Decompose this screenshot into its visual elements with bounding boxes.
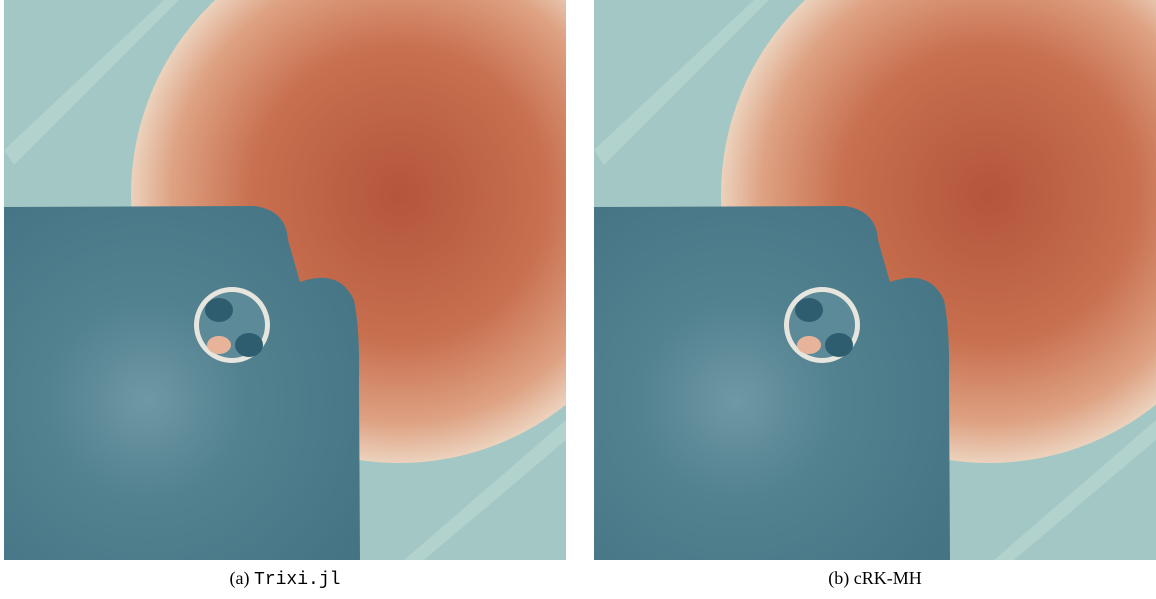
caption-text: Trixi.jl: [254, 570, 340, 590]
caption-text: cRK-MH: [854, 568, 922, 588]
caption-label: (a): [230, 568, 250, 588]
caption-a: (a) Trixi.jl: [4, 568, 566, 590]
caption-b: (b) cRK-MH: [594, 568, 1156, 589]
panels: [0, 0, 1156, 562]
figure: (a) Trixi.jl (b) cRK-MH: [0, 0, 1156, 599]
caption-label: (b): [828, 568, 849, 588]
